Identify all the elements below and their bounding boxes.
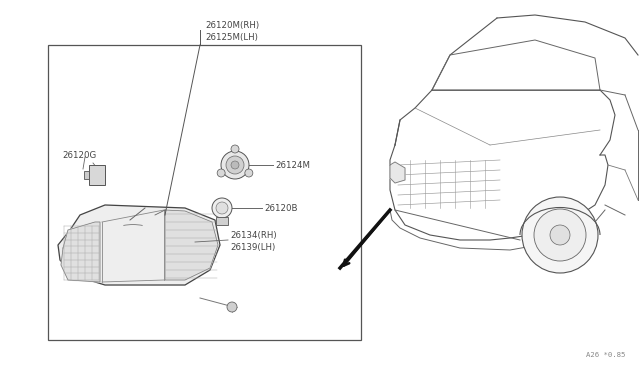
Bar <box>89 165 105 185</box>
Circle shape <box>231 145 239 153</box>
Circle shape <box>522 197 598 273</box>
Bar <box>84 171 89 179</box>
Text: 26125M(LH): 26125M(LH) <box>205 32 258 42</box>
Polygon shape <box>165 210 218 280</box>
Text: 26120B: 26120B <box>264 203 298 212</box>
Circle shape <box>221 151 249 179</box>
Circle shape <box>227 302 237 312</box>
Text: 26139(LH): 26139(LH) <box>230 243 275 251</box>
Polygon shape <box>390 162 405 183</box>
Text: 26124M: 26124M <box>275 160 310 170</box>
Circle shape <box>212 198 232 218</box>
Bar <box>48 45 361 340</box>
Text: 26120M(RH): 26120M(RH) <box>205 20 259 29</box>
Circle shape <box>226 156 244 174</box>
FancyArrowPatch shape <box>344 212 388 266</box>
Text: A26 *0.85: A26 *0.85 <box>586 352 625 358</box>
Circle shape <box>534 209 586 261</box>
Circle shape <box>231 161 239 169</box>
Circle shape <box>245 169 253 177</box>
Polygon shape <box>58 205 220 285</box>
Text: 26120G: 26120G <box>62 151 96 160</box>
Circle shape <box>217 169 225 177</box>
Text: 26134(RH): 26134(RH) <box>230 231 276 240</box>
Bar <box>216 217 228 225</box>
Circle shape <box>216 202 228 214</box>
Circle shape <box>550 225 570 245</box>
Polygon shape <box>61 222 100 282</box>
